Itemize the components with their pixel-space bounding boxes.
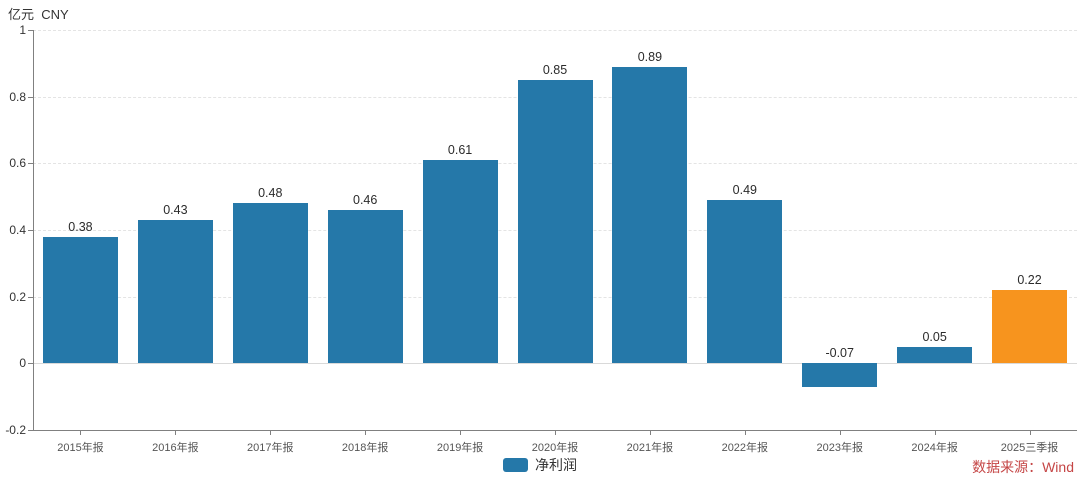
y-axis-tick	[28, 163, 33, 165]
bar[interactable]	[612, 66, 688, 364]
bar-value-label: 0.43	[163, 203, 188, 217]
bar[interactable]	[707, 200, 783, 364]
y-axis-tick-label: 1	[19, 23, 26, 37]
x-axis-tick	[175, 430, 177, 435]
x-axis-label: 2015年报	[57, 442, 104, 454]
x-axis-tick	[270, 430, 272, 435]
bar-value-label: 0.49	[732, 183, 757, 197]
bar[interactable]	[992, 290, 1068, 364]
y-axis-tick-label: 0.2	[9, 289, 26, 304]
zero-gridline	[33, 363, 1077, 365]
data-source-credit: 数据来源：Wind	[972, 459, 1074, 475]
x-axis-tick	[934, 430, 936, 435]
bar-value-label: 0.46	[353, 193, 378, 207]
y-axis-unit-label: 亿元 CNY	[8, 7, 69, 22]
legend-label: 净利润	[535, 457, 577, 473]
bar[interactable]	[897, 346, 973, 364]
bar-value-label: 0.61	[447, 143, 473, 157]
x-axis-label: 2025三季报	[1000, 442, 1059, 454]
x-axis-label: 2017年报	[247, 442, 294, 454]
bar[interactable]	[517, 80, 593, 364]
y-axis-tick	[28, 30, 33, 31]
x-axis-tick	[460, 430, 462, 435]
x-axis-label: 2019年报	[436, 442, 484, 454]
bar[interactable]	[327, 210, 403, 364]
gridline	[33, 30, 1077, 31]
bar[interactable]	[42, 236, 118, 364]
bar-value-label: -0.07	[825, 346, 854, 361]
x-axis-tick	[555, 430, 556, 435]
y-axis-tick-label: 0	[19, 356, 26, 371]
x-axis-label: 2016年报	[152, 442, 199, 454]
y-axis-tick-label: -0.2	[5, 423, 26, 437]
x-axis-label: 2018年报	[341, 442, 389, 454]
y-axis-line	[33, 30, 34, 430]
x-axis-label: 2022年报	[721, 442, 769, 454]
bar-value-label: 0.22	[1017, 273, 1042, 287]
bar[interactable]	[802, 363, 878, 387]
x-axis-tick	[839, 430, 841, 435]
bar-value-label: 0.48	[258, 186, 283, 201]
x-axis-tick	[80, 430, 82, 435]
y-axis-tick	[28, 430, 33, 431]
x-axis-tick	[365, 430, 367, 435]
y-axis-tick	[28, 363, 33, 365]
bar-value-label: 0.05	[922, 329, 947, 344]
bar-value-label: 0.85	[542, 63, 568, 77]
x-axis-tick	[744, 430, 746, 435]
x-axis-label: 2023年报	[816, 442, 863, 454]
bar[interactable]	[232, 203, 308, 364]
legend-item-net-profit[interactable]: 净利润	[0, 455, 1080, 475]
y-axis-tick-label: 0.4	[9, 223, 26, 237]
x-axis-tick	[649, 430, 651, 435]
y-axis-tick-label: 0.8	[9, 89, 26, 104]
y-axis-tick-label: 0.6	[9, 156, 26, 171]
x-axis-label: 2020年报	[531, 442, 579, 454]
x-axis-label: 2024年报	[911, 442, 958, 454]
x-axis-label: 2021年报	[626, 442, 674, 454]
x-axis-tick	[1029, 430, 1031, 435]
bar-value-label: 0.89	[637, 49, 663, 64]
bar[interactable]	[137, 220, 213, 364]
y-axis-tick	[28, 230, 33, 231]
y-axis-tick	[28, 96, 33, 98]
y-axis-tick	[28, 296, 33, 298]
legend-swatch	[503, 458, 528, 472]
bar-value-label: 0.38	[68, 219, 93, 234]
bar[interactable]	[422, 160, 498, 364]
